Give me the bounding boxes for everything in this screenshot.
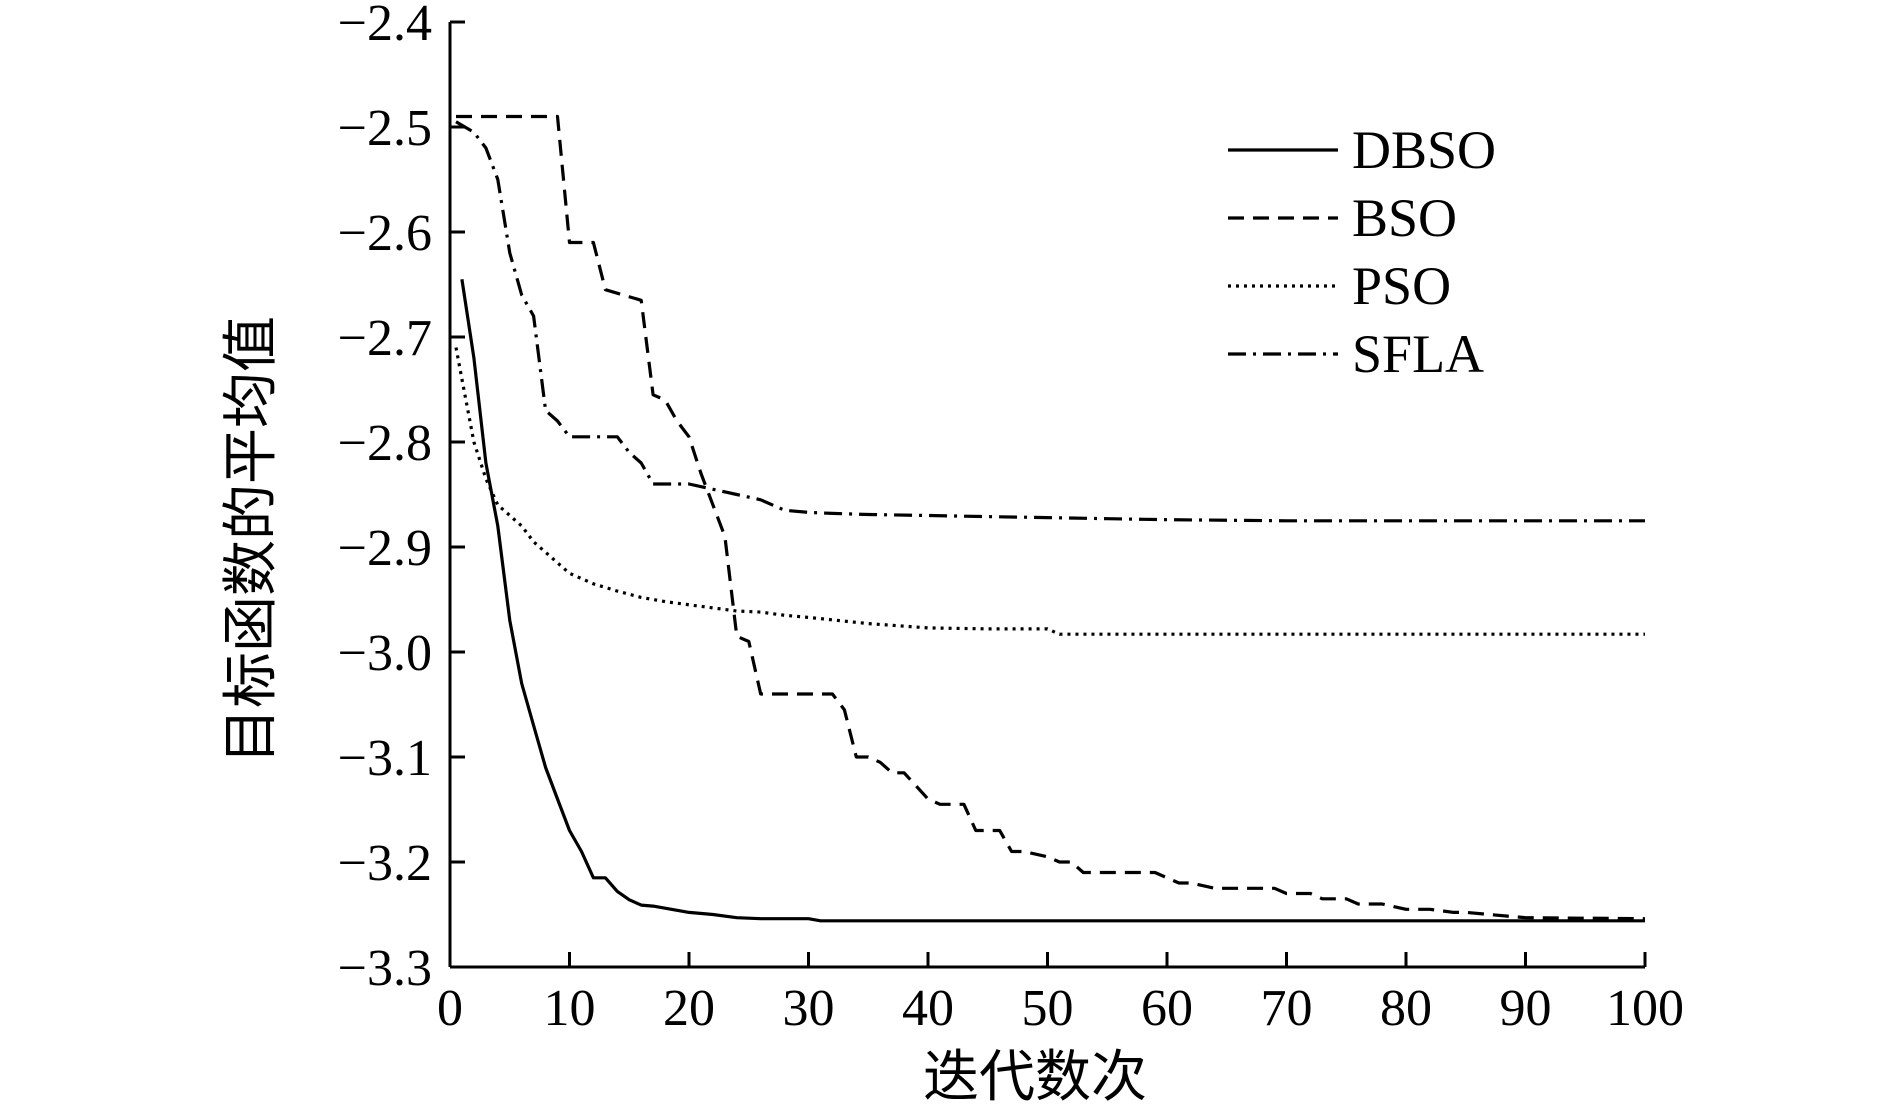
y-tick-label: −2.4 — [338, 0, 432, 52]
y-tick-label: −3.0 — [338, 625, 432, 682]
legend-label-dbso: DBSO — [1352, 120, 1496, 180]
series-line-dbso — [460, 279, 1645, 923]
y-tick-label: −3.3 — [338, 940, 432, 997]
series-line-sfla — [455, 120, 1645, 523]
y-axis-title: 目标函数的平均值 — [219, 316, 284, 764]
legend: DBSO BSO PSO SFLA — [1228, 120, 1496, 384]
y-tick-label: −2.5 — [338, 100, 432, 157]
x-tick-label: 30 — [783, 980, 835, 1037]
legend-label-bso: BSO — [1352, 188, 1457, 248]
y-tick-label: −2.8 — [338, 415, 432, 472]
legend-label-sfla: SFLA — [1352, 324, 1484, 384]
x-tick-label: 10 — [544, 980, 596, 1037]
series-line-bso — [456, 114, 1646, 921]
axes: −2.4 −2.5 −2.6 −2.7 −2.8 −2.9 −3.0 −3.1 −3.2 −3.3… — [338, 0, 1684, 1037]
y-tick-label: −2.6 — [338, 205, 432, 262]
x-tick-label: 50 — [1022, 980, 1074, 1037]
series-layer — [454, 114, 1646, 923]
x-tick-label: 0 — [437, 980, 463, 1037]
y-tick-label: −3.1 — [338, 730, 432, 787]
x-tick-label: 20 — [663, 980, 715, 1037]
x-tick-label: 90 — [1500, 980, 1552, 1037]
x-tick-label: 60 — [1141, 980, 1193, 1037]
y-tick-label: −2.7 — [338, 310, 432, 367]
legend-label-pso: PSO — [1352, 256, 1451, 316]
x-tick-label: 80 — [1380, 980, 1432, 1037]
x-tick-label: 40 — [902, 980, 954, 1037]
x-axis-title: 迭代数次 — [923, 1045, 1147, 1110]
y-tick-label: −3.2 — [338, 835, 432, 892]
series-line-pso — [454, 347, 1645, 636]
x-tick-label: 100 — [1606, 980, 1684, 1037]
x-tick-label: 70 — [1261, 980, 1313, 1037]
y-tick-label: −2.9 — [338, 520, 432, 577]
